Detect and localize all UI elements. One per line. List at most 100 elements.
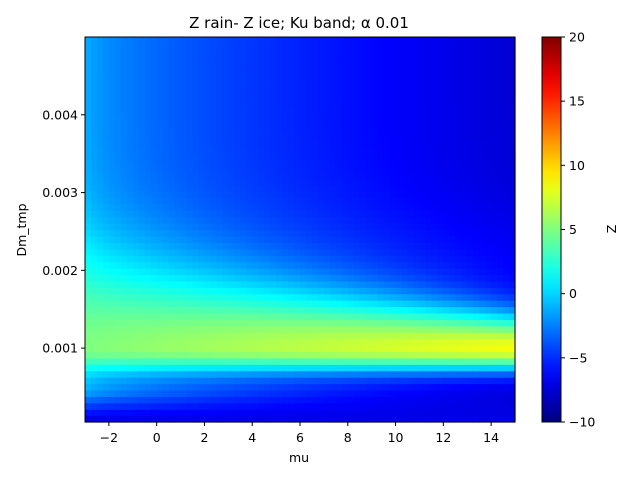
heatmap-cell [276,107,283,115]
heatmap-cell [497,216,504,224]
heatmap-cell [305,49,313,57]
heatmap-cell [252,383,259,391]
heatmap-cell [108,114,116,122]
heatmap-cell [96,146,104,154]
heatmap-cell [162,357,170,365]
heatmap-cell [96,255,104,263]
heatmap-cell [96,261,104,269]
heatmap-cell [180,210,188,218]
heatmap-cell [365,114,373,122]
heatmap-cell [353,191,361,199]
heatmap-cell [240,210,247,218]
heatmap-cell [252,287,259,295]
heatmap-cell [264,37,271,45]
heatmap-cell [503,287,510,295]
heatmap-cell [204,210,212,218]
heatmap-cell [401,268,409,276]
heatmap-cell [455,69,462,77]
heatmap-cell [395,351,403,359]
heatmap-cell [204,114,212,122]
heatmap-cell [162,415,170,423]
heatmap-cell [353,81,361,89]
heatmap-cell [174,402,182,410]
heatmap-cell [365,107,373,115]
heatmap-cell [282,409,289,417]
heatmap-cell [371,81,379,89]
heatmap-cell [431,94,438,102]
heatmap-cell [461,165,468,173]
heatmap-cell [353,197,361,205]
heatmap-cell [132,75,140,83]
heatmap-cell [204,325,212,333]
heatmap-cell [407,402,415,410]
heatmap-cell [288,345,295,353]
heatmap-cell [335,306,343,314]
heatmap-cell [300,49,307,57]
heatmap-cell [216,197,223,205]
heatmap-cell [252,319,259,327]
heatmap-cell [329,75,337,83]
heatmap-cell [341,280,349,288]
heatmap-cell [294,364,301,372]
heatmap-cell [347,235,355,243]
heatmap-cell [347,242,355,250]
heatmap-cell [509,126,516,134]
heatmap-cell [192,171,200,179]
heatmap-cell [335,126,343,134]
heatmap-cell [246,152,253,160]
heatmap-cell [294,351,301,359]
heatmap-cell [144,62,152,70]
heatmap-cell [234,88,241,96]
heatmap-cell [198,37,206,45]
heatmap-cell [120,261,128,269]
heatmap-cell [126,338,134,346]
heatmap-cell [180,152,188,160]
heatmap-cell [222,101,229,109]
heatmap-cell [377,178,385,186]
heatmap-cell [365,242,373,250]
heatmap-cell [353,370,361,378]
heatmap-cell [85,49,92,57]
heatmap-cell [264,62,271,70]
heatmap-cell [335,81,343,89]
heatmap-cell [395,268,403,276]
heatmap-cell [174,396,182,404]
heatmap-cell [264,56,271,64]
heatmap-cell [449,287,456,295]
heatmap-cell [138,62,146,70]
heatmap-cell [168,415,176,423]
heatmap-cell [311,402,319,410]
heatmap-cell [156,409,164,417]
heatmap-cell [377,94,385,102]
heatmap-cell [317,300,325,308]
heatmap-cell [132,396,140,404]
heatmap-cell [144,43,152,51]
heatmap-cell [485,56,492,64]
heatmap-cell [228,62,235,70]
heatmap-cell [246,338,253,346]
heatmap-cell [144,133,152,141]
heatmap-cell [204,120,212,128]
heatmap-cell [150,133,158,141]
heatmap-cell [114,402,122,410]
heatmap-cell [461,300,468,308]
heatmap-cell [114,242,122,250]
heatmap-cell [443,364,450,372]
heatmap-cell [347,152,355,160]
heatmap-cell [455,43,462,51]
heatmap-cell [503,158,510,166]
heatmap-cell [449,94,456,102]
heatmap-cell [102,268,110,276]
heatmap-cell [455,203,462,211]
heatmap-cell [305,325,313,333]
heatmap-cell [419,229,427,237]
heatmap-cell [126,319,134,327]
heatmap-cell [222,287,229,295]
heatmap-cell [264,312,271,320]
heatmap-cell [228,255,235,263]
heatmap-cell [329,242,337,250]
heatmap-cell [168,351,176,359]
heatmap-cell [389,293,397,301]
heatmap-cell [156,158,164,166]
heatmap-cell [126,377,134,385]
